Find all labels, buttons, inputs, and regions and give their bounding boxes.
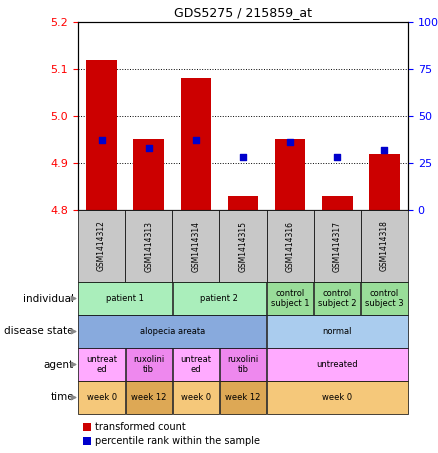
- Text: control
subject 2: control subject 2: [318, 289, 357, 308]
- Point: [192, 137, 199, 144]
- Text: control
subject 3: control subject 3: [365, 289, 404, 308]
- Text: week 0: week 0: [87, 393, 117, 402]
- Text: ruxolini
tib: ruxolini tib: [227, 355, 258, 374]
- Title: GDS5275 / 215859_at: GDS5275 / 215859_at: [174, 6, 312, 19]
- Text: time: time: [50, 392, 74, 403]
- Bar: [322, 196, 353, 210]
- Point: [240, 154, 247, 161]
- Text: disease state: disease state: [4, 327, 74, 337]
- Text: GSM1414318: GSM1414318: [380, 221, 389, 271]
- Text: GSM1414313: GSM1414313: [144, 221, 153, 271]
- Text: GSM1414317: GSM1414317: [333, 221, 342, 271]
- Text: ruxolini
tib: ruxolini tib: [133, 355, 164, 374]
- Bar: [275, 140, 305, 210]
- Text: week 0: week 0: [181, 393, 211, 402]
- Text: transformed count: transformed count: [95, 422, 186, 432]
- Text: individual: individual: [23, 294, 74, 304]
- Point: [334, 154, 341, 161]
- Text: normal: normal: [322, 327, 352, 336]
- Text: week 12: week 12: [225, 393, 261, 402]
- Bar: [86, 60, 117, 210]
- Bar: [228, 196, 258, 210]
- Text: patient 1: patient 1: [106, 294, 144, 303]
- Point: [98, 137, 105, 144]
- Text: untreat
ed: untreat ed: [180, 355, 212, 374]
- Text: agent: agent: [44, 360, 74, 370]
- Point: [286, 139, 293, 146]
- Text: GSM1414312: GSM1414312: [97, 221, 106, 271]
- Point: [145, 145, 152, 152]
- Text: alopecia areata: alopecia areata: [140, 327, 205, 336]
- Bar: [369, 154, 400, 210]
- Text: patient 2: patient 2: [201, 294, 238, 303]
- Text: week 12: week 12: [131, 393, 166, 402]
- Text: untreated: untreated: [317, 360, 358, 369]
- Text: GSM1414315: GSM1414315: [239, 221, 247, 271]
- Text: untreat
ed: untreat ed: [86, 355, 117, 374]
- Text: GSM1414316: GSM1414316: [286, 221, 295, 271]
- Bar: [180, 78, 211, 210]
- Bar: [134, 140, 164, 210]
- Text: percentile rank within the sample: percentile rank within the sample: [95, 436, 260, 446]
- Text: control
subject 1: control subject 1: [271, 289, 309, 308]
- Text: week 0: week 0: [322, 393, 352, 402]
- Point: [381, 146, 388, 154]
- Text: GSM1414314: GSM1414314: [191, 221, 200, 271]
